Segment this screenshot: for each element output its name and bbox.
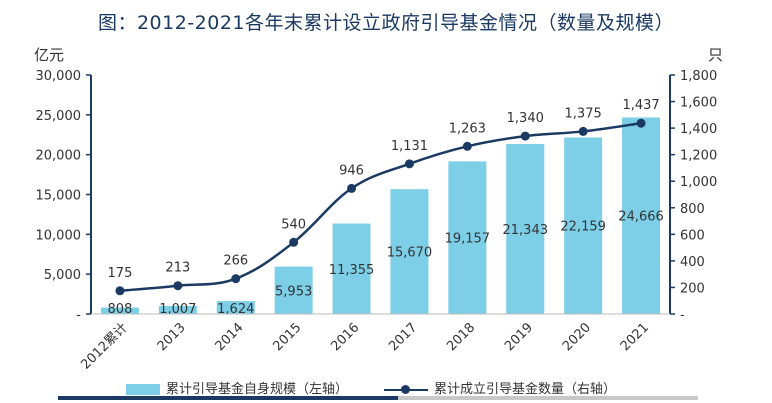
bar-value-label: 22,159 <box>560 220 606 235</box>
right-axis-tick-label: 1,600 <box>680 96 717 111</box>
right-axis-tick-label: 800 <box>680 202 705 217</box>
line-point <box>636 118 646 128</box>
bar <box>216 301 255 314</box>
left-axis-tick-label: 5,000 <box>44 268 81 283</box>
line-point <box>404 159 414 169</box>
left-axis: - 5,000 10,000 15,000 20,000 25,000 30,000 <box>36 69 92 323</box>
bar-value-label: 24,666 <box>618 210 664 225</box>
line-point <box>289 237 299 247</box>
left-axis-tick-label: 20,000 <box>36 149 82 164</box>
bar <box>448 161 487 314</box>
bar <box>506 143 545 314</box>
left-axis-tick-label: - <box>76 308 81 323</box>
left-axis-tick-label: 25,000 <box>36 109 82 124</box>
x-axis-tick-label: 2014 <box>213 320 247 354</box>
x-axis: 2012累计 2013 2014 2015 2016 2017 2018 2019 2020 20… <box>78 313 670 373</box>
series-line <box>119 121 642 293</box>
right-axis-unit: 只 <box>708 46 724 64</box>
line-value-label: 213 <box>165 261 190 276</box>
line-value-label: 266 <box>223 254 248 269</box>
bar <box>274 266 313 314</box>
right-axis-tick-label: 1,000 <box>680 175 717 190</box>
x-axis-tick-label: 2013 <box>155 320 189 354</box>
right-axis-tick-label: 600 <box>680 228 705 243</box>
right-axis-tick-label: 1,400 <box>680 122 717 137</box>
bar-value-label: 808 <box>108 302 133 317</box>
legend-bar-swatch <box>126 384 160 395</box>
bar-value-label: 21,343 <box>503 223 549 238</box>
x-axis-tick-label: 2018 <box>444 320 478 354</box>
bar-value-label: 11,355 <box>329 263 375 278</box>
bar <box>622 117 661 314</box>
left-axis-tick-label: 15,000 <box>36 189 82 204</box>
x-axis-tick-label: 2016 <box>328 320 362 354</box>
right-axis-tick-label: 1,200 <box>680 149 717 164</box>
line-point <box>462 141 472 151</box>
bottom-rule-light <box>398 396 698 400</box>
line-point <box>115 286 125 296</box>
right-axis-tick-label: 1,800 <box>680 69 717 84</box>
right-axis-tick-label: - <box>680 308 685 323</box>
chart-title: 图：2012-2021各年末累计设立政府引导基金情况（数量及规模） <box>97 12 675 34</box>
line-value-label: 175 <box>108 266 133 281</box>
x-axis-tick-label: 2012累计 <box>78 320 130 372</box>
bar-value-label: 19,157 <box>445 232 491 247</box>
right-axis: - 200 400 600 800 1,000 1,200 1,400 1,600 1,800 <box>669 69 717 323</box>
bar <box>100 307 139 314</box>
legend-line-item: 累计成立引导基金数量（右轴） <box>384 378 616 397</box>
bar-value-label: 1,624 <box>217 302 254 317</box>
line-point <box>520 131 530 141</box>
x-axis-tick-label: 2019 <box>502 320 536 354</box>
bar-value-label: 1,007 <box>159 302 196 317</box>
legend-bar-item: 累计引导基金自身规模（左轴） <box>126 378 348 397</box>
bar <box>390 189 429 314</box>
x-axis-tick-label: 2015 <box>270 320 304 354</box>
line-point <box>173 281 183 291</box>
bar <box>332 223 371 314</box>
bar <box>158 305 197 314</box>
bottom-rule-dark <box>58 396 398 400</box>
legend-line-swatch <box>384 384 428 395</box>
legend-line-label: 累计成立引导基金数量（右轴） <box>434 382 617 397</box>
line-series: 175 213 266 540 946 1,131 1,263 1,340 1,375 1,437 <box>108 98 660 296</box>
x-axis-tick-label: 2021 <box>618 320 652 354</box>
line-value-label: 1,375 <box>565 106 602 121</box>
line-point <box>231 274 241 284</box>
left-axis-tick-label: 10,000 <box>36 228 82 243</box>
line-value-label: 1,131 <box>391 139 428 154</box>
line-point <box>347 183 357 193</box>
x-axis-tick-label: 2020 <box>560 320 594 354</box>
bar <box>564 137 603 314</box>
left-axis-tick-label: 30,000 <box>36 69 82 84</box>
right-axis-tick-label: 400 <box>680 255 705 270</box>
right-axis-tick-label: 200 <box>680 281 705 296</box>
line-point <box>578 126 588 136</box>
bar-value-label: 15,670 <box>387 246 433 261</box>
legend-bar-label: 累计引导基金自身规模（左轴） <box>166 382 349 397</box>
line-value-label: 946 <box>339 163 364 178</box>
line-value-label: 540 <box>281 217 306 232</box>
x-axis-tick-label: 2017 <box>386 320 420 354</box>
line-value-label: 1,437 <box>622 98 659 113</box>
line-value-label: 1,263 <box>449 121 486 136</box>
line-value-label: 1,340 <box>507 111 544 126</box>
bar-series: 808 1,007 1,624 5,953 11,355 15,670 19,157 21,3… <box>100 117 664 317</box>
bar-value-label: 5,953 <box>275 284 312 299</box>
left-axis-unit: 亿元 <box>34 46 65 64</box>
